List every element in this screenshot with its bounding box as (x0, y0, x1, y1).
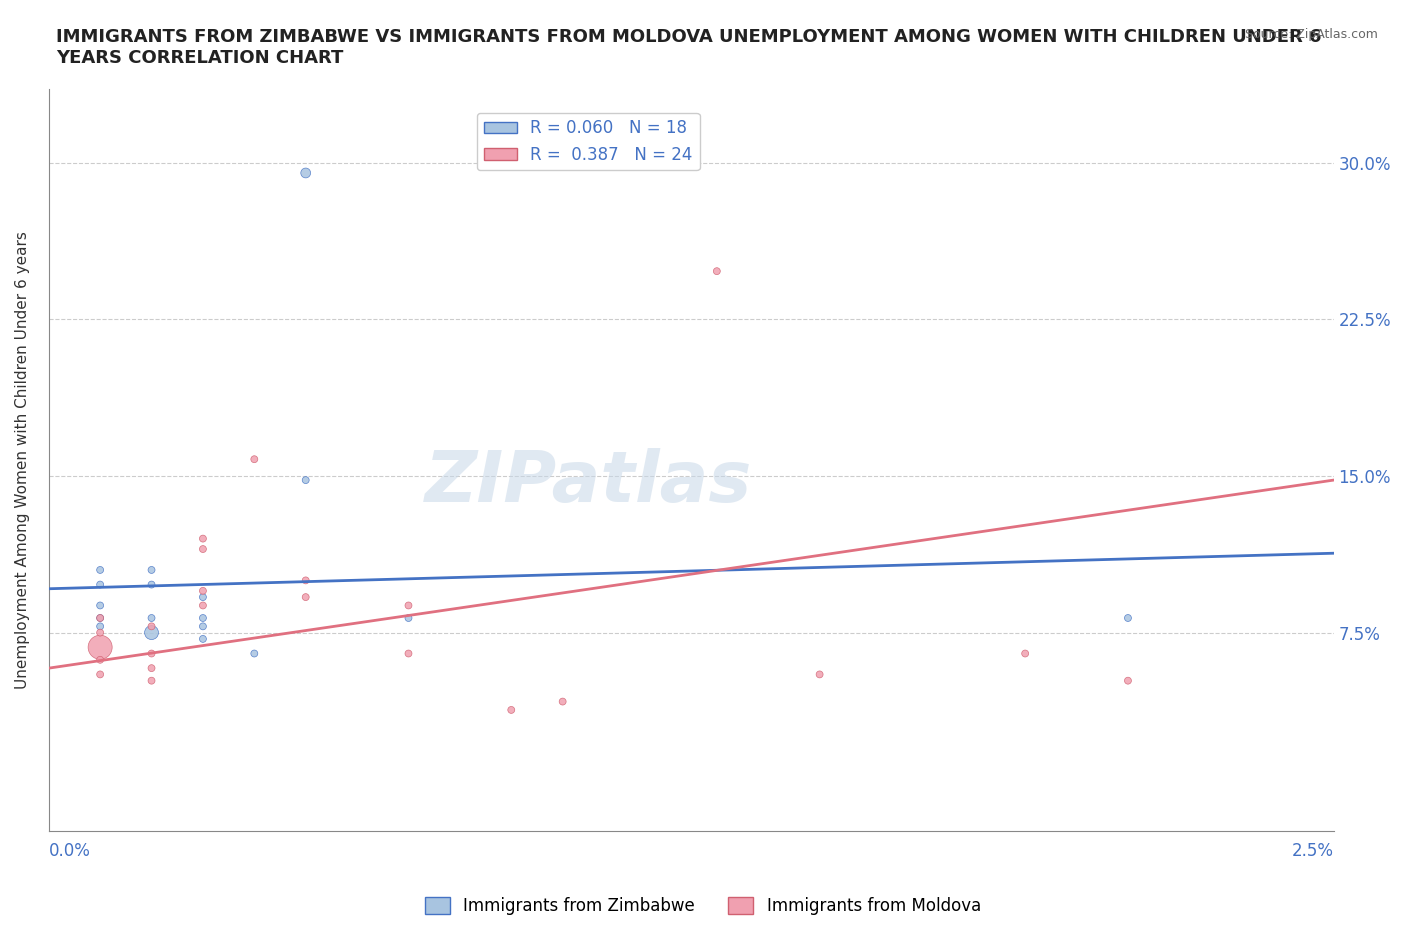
Text: IMMIGRANTS FROM ZIMBABWE VS IMMIGRANTS FROM MOLDOVA UNEMPLOYMENT AMONG WOMEN WIT: IMMIGRANTS FROM ZIMBABWE VS IMMIGRANTS F… (56, 28, 1322, 67)
Point (191, 531, 214, 546)
Point (243, 452, 266, 467)
Point (141, 611, 163, 626)
Point (294, 472, 316, 487)
Point (398, 611, 420, 626)
Point (89, 652, 111, 667)
Point (89, 619, 111, 634)
Point (191, 611, 214, 626)
Point (191, 590, 214, 604)
Point (89, 640, 111, 655)
Point (89, 611, 111, 626)
Point (191, 541, 214, 556)
Point (141, 619, 163, 634)
Point (89, 611, 111, 626)
Point (191, 598, 214, 613)
Text: Source: ZipAtlas.com: Source: ZipAtlas.com (1244, 28, 1378, 41)
Text: 0.0%: 0.0% (49, 842, 90, 859)
Point (398, 598, 420, 613)
Point (89, 598, 111, 613)
Point (191, 631, 214, 646)
Point (1014, 646, 1036, 661)
Point (141, 563, 163, 578)
Point (141, 646, 163, 661)
Point (89, 578, 111, 592)
Text: ZIPatlas: ZIPatlas (425, 448, 752, 517)
Point (141, 673, 163, 688)
Point (191, 619, 214, 634)
Point (141, 660, 163, 675)
Point (89, 667, 111, 682)
Point (501, 702, 523, 717)
Point (141, 578, 163, 592)
Point (89, 625, 111, 640)
Point (808, 667, 831, 682)
Text: 2.5%: 2.5% (1292, 842, 1333, 859)
Point (294, 590, 316, 604)
Point (243, 646, 266, 661)
Point (551, 694, 574, 709)
Point (191, 583, 214, 598)
Legend: R = 0.060   N = 18, R =  0.387   N = 24: R = 0.060 N = 18, R = 0.387 N = 24 (477, 113, 700, 170)
Point (1116, 611, 1139, 626)
Point (1116, 673, 1139, 688)
Point (89, 563, 111, 578)
Point (398, 646, 420, 661)
Point (706, 264, 728, 279)
Point (294, 166, 316, 180)
Point (141, 625, 163, 640)
Legend: Immigrants from Zimbabwe, Immigrants from Moldova: Immigrants from Zimbabwe, Immigrants fro… (419, 890, 987, 922)
Point (294, 573, 316, 588)
Y-axis label: Unemployment Among Women with Children Under 6 years: Unemployment Among Women with Children U… (15, 232, 30, 689)
